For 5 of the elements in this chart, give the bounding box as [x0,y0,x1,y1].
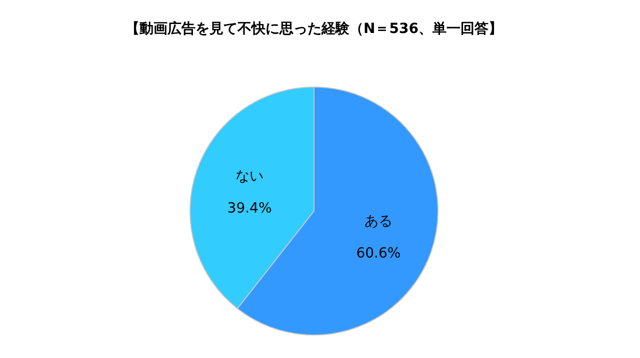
data-label: 39.4% [227,200,272,217]
slice-label: ある [364,213,392,230]
data-label: 60.6% [356,245,401,262]
chart-title: 【動画広告を見て不快に思った経験（N＝536、単一回答】 [126,20,502,37]
slice-label: ない [236,168,264,185]
